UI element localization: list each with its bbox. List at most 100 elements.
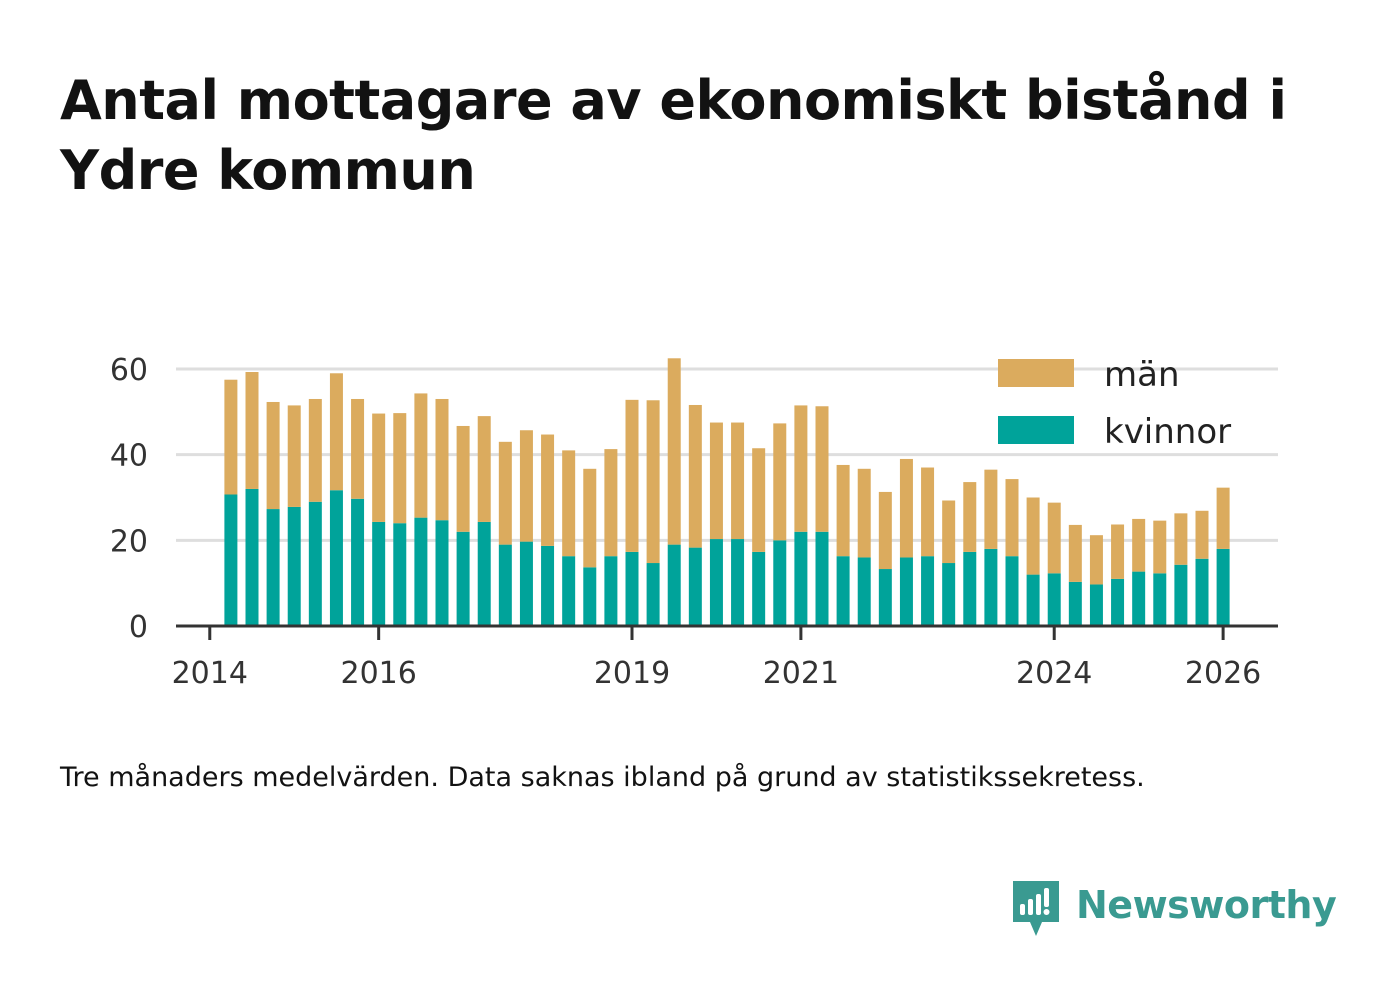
bar-kvinnor: [921, 556, 935, 626]
bar-man: [1174, 513, 1188, 565]
bar-man: [1005, 479, 1019, 557]
legend-swatch-man: [998, 359, 1074, 387]
x-tick-label-2024: 2024: [1016, 656, 1092, 691]
bar-man: [541, 434, 555, 546]
bar-man: [435, 398, 449, 521]
bar-man: [393, 413, 407, 524]
bar-man: [329, 373, 343, 491]
bar-kvinnor: [541, 545, 555, 626]
bar-man: [857, 468, 871, 558]
bar-kvinnor: [815, 531, 829, 626]
bar-man: [245, 372, 259, 489]
bar-man: [963, 482, 977, 552]
bar-kvinnor: [329, 490, 343, 626]
bar-man: [773, 423, 787, 541]
legend: män kvinnor: [998, 355, 1231, 452]
bar-kvinnor: [414, 517, 428, 626]
bar-kvinnor: [688, 547, 702, 627]
bar-kvinnor: [836, 556, 850, 626]
bar-man: [646, 400, 660, 564]
chart-note: Tre månaders medelvärden. Data saknas ib…: [60, 762, 1145, 793]
x-tick-label-2016: 2016: [340, 656, 416, 691]
bar-kvinnor: [731, 539, 745, 626]
bar-series: [224, 358, 1230, 627]
legend-label-man: män: [1104, 355, 1180, 395]
bar-kvinnor: [1195, 558, 1209, 626]
bar-kvinnor: [308, 501, 322, 626]
bar-man: [815, 406, 829, 532]
bar-kvinnor: [667, 544, 681, 626]
bar-man: [562, 450, 576, 557]
bar-kvinnor: [1047, 573, 1061, 627]
bar-kvinnor: [498, 544, 512, 626]
bar-kvinnor: [963, 551, 977, 626]
bar-kvinnor: [899, 557, 913, 626]
bar-man: [266, 401, 280, 510]
bar-man: [1132, 518, 1146, 572]
bar-man: [604, 449, 618, 557]
bar-kvinnor: [646, 563, 660, 626]
bar-kvinnor: [393, 523, 407, 626]
bar-man: [1195, 510, 1209, 559]
bar-kvinnor: [604, 556, 618, 626]
bar-man: [709, 422, 723, 540]
bar-kvinnor: [1089, 584, 1103, 626]
bar-man: [984, 469, 998, 549]
bar-kvinnor: [477, 521, 491, 626]
brand-logo[interactable]: Newsworthy: [1010, 878, 1337, 940]
bar-man: [308, 398, 322, 502]
bar-man: [1026, 497, 1040, 575]
bar-kvinnor: [984, 548, 998, 626]
x-tick-label-2021: 2021: [763, 656, 839, 691]
x-tick-label-2019: 2019: [594, 656, 670, 691]
bar-man: [899, 458, 913, 558]
bar-man: [794, 405, 808, 532]
newsworthy-logo-icon: [1013, 881, 1059, 936]
bar-man: [351, 398, 365, 499]
legend-swatch-kvinnor: [998, 416, 1074, 444]
bar-man: [625, 399, 639, 552]
y-tick-label-0: 0: [129, 610, 148, 645]
bar-kvinnor: [224, 494, 238, 626]
bar-man: [1047, 502, 1061, 574]
bar-kvinnor: [1216, 548, 1230, 626]
bar-kvinnor: [878, 569, 892, 626]
bar-kvinnor: [1005, 556, 1019, 626]
bar-man: [921, 467, 935, 557]
bar-man: [1068, 524, 1082, 582]
bar-kvinnor: [794, 531, 808, 626]
bar-man: [519, 430, 533, 542]
bar-kvinnor: [562, 556, 576, 626]
y-tick-label-40: 40: [110, 439, 148, 474]
bar-kvinnor: [456, 531, 470, 626]
bar-man: [1216, 487, 1230, 549]
bar-man: [942, 500, 956, 564]
bar-man: [731, 422, 745, 540]
bar-kvinnor: [583, 567, 597, 626]
bar-man: [667, 358, 681, 545]
bar-kvinnor: [1026, 574, 1040, 626]
x-tick-label-2026: 2026: [1185, 656, 1261, 691]
bar-kvinnor: [1132, 571, 1146, 626]
bar-kvinnor: [287, 506, 301, 626]
bar-kvinnor: [245, 488, 259, 626]
axes: 0 20 40 60 2014 2016 2019 2021 2024 2026: [110, 353, 1278, 691]
x-tick-label-2014: 2014: [172, 656, 248, 691]
bar-man: [688, 404, 702, 548]
bar-kvinnor: [773, 540, 787, 626]
bar-kvinnor: [372, 521, 386, 626]
legend-label-kvinnor: kvinnor: [1104, 412, 1231, 452]
bar-man: [752, 448, 766, 552]
bar-man: [1111, 524, 1125, 579]
bar-man: [456, 425, 470, 532]
bar-man: [1153, 520, 1167, 574]
bar-kvinnor: [625, 551, 639, 626]
y-tick-label-20: 20: [110, 524, 148, 559]
bar-kvinnor: [266, 509, 280, 626]
bar-man: [287, 405, 301, 507]
bar-man: [498, 441, 512, 545]
bar-man: [414, 393, 428, 518]
bar-man: [583, 468, 597, 568]
bar-kvinnor: [519, 541, 533, 626]
